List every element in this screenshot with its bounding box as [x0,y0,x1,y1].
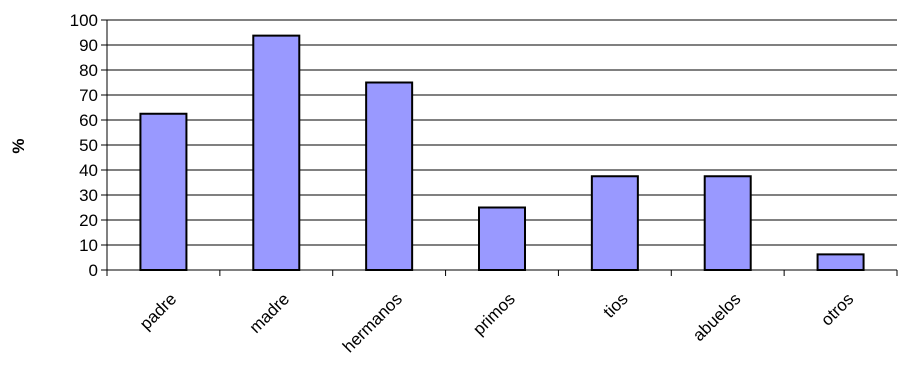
x-category-label: otros [817,289,857,329]
y-tick-label: 30 [79,186,98,205]
bar-padre [139,112,188,271]
y-tick-label: 0 [89,261,98,280]
x-category-label: madre [246,289,294,337]
y-tick-label: 50 [79,136,98,155]
x-category-label: hermanos [339,289,406,356]
y-tick-label: 90 [79,36,98,55]
bar-hermanos [365,81,414,271]
bar-abuelos [703,175,752,271]
y-tick-label: 100 [70,11,98,30]
x-category-label: abuelos [689,289,745,345]
x-category-label: tios [600,289,632,321]
bar-primos [478,206,526,271]
gridlines [107,19,897,246]
y-tick-labels: 0 10 20 30 40 50 60 70 80 90 100 [70,11,98,280]
y-tick-label: 10 [79,236,98,255]
x-category-labels: padre madre hermanos primos tios abuelos otros [136,289,857,356]
y-tick-label: 80 [79,61,98,80]
y-tick-label: 60 [79,111,98,130]
bar-tios [590,175,639,271]
x-category-label: padre [136,289,180,333]
bar-madre [252,34,301,271]
y-tick-label: 20 [79,211,98,230]
x-category-label: primos [469,289,519,339]
bars [139,34,865,271]
y-tick-label: 70 [79,86,98,105]
bar-otros [816,253,865,271]
y-axis-label: % [9,138,28,153]
y-tick-label: 40 [79,161,98,180]
